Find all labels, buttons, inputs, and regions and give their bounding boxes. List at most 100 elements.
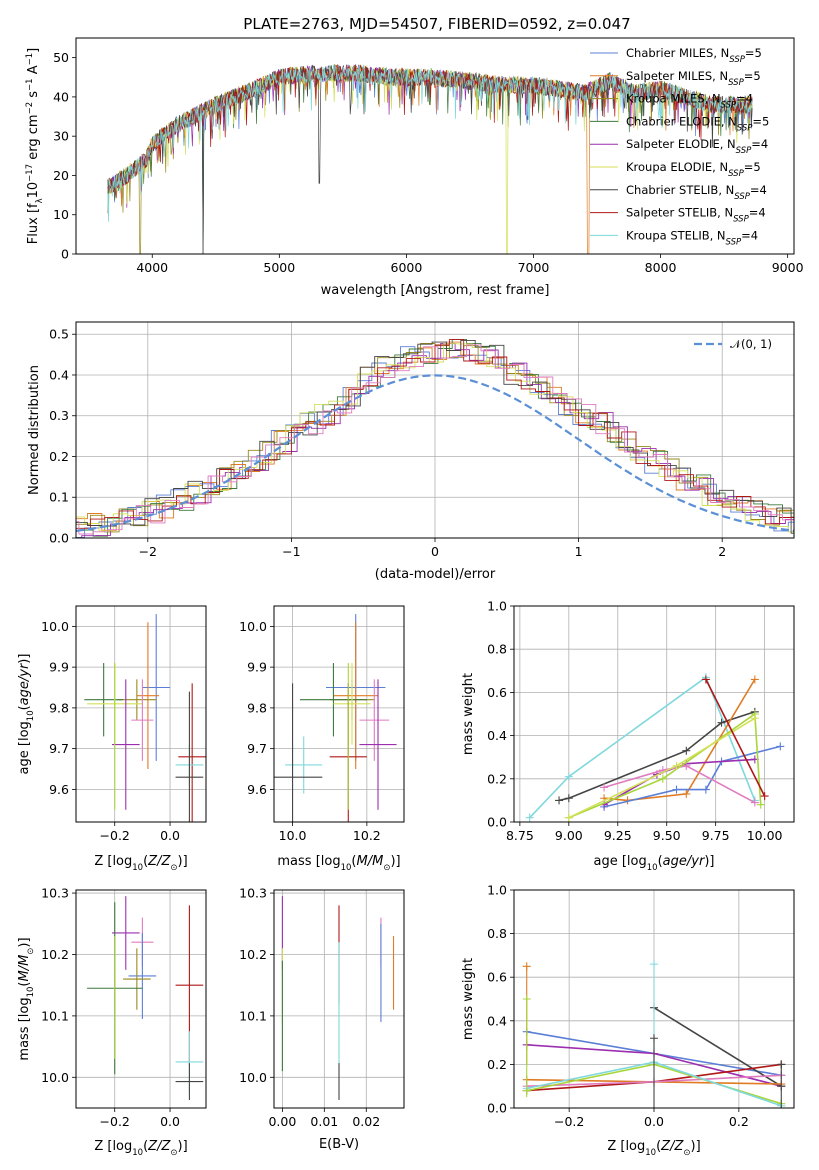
y-tick-label: 9.8 <box>49 700 69 715</box>
y-tick-label: 10.2 <box>239 947 267 962</box>
x-tick-label: 0.0 <box>160 828 180 843</box>
x-axis-label: age [log10(age/yr)] <box>594 854 715 873</box>
residual-panel: −2 −1 0 1 2 0.0 0.1 0.2 0.3 0.4 0.5 𝒩(0, 1) (data-mo… <box>27 321 795 582</box>
plus-marker <box>555 796 564 805</box>
x-tick-label: −1 <box>282 544 300 559</box>
weight-line <box>529 676 756 819</box>
axes-frame <box>75 321 795 539</box>
y-tick-label: 0.0 <box>487 1101 507 1116</box>
mass-z-panel: −0.2 0.0 10.0 10.1 10.2 10.3 Z [log10(Z/Z⊙)] ma… <box>17 886 207 1158</box>
plot-area <box>274 614 397 822</box>
x-tick-label: 0.01 <box>310 1114 338 1129</box>
x-tick-label: 8.75 <box>506 828 534 843</box>
plus-marker <box>750 675 759 684</box>
legend-label: Chabrier STELIB, NSSP=4 <box>626 183 767 202</box>
histogram-step <box>76 343 794 533</box>
y-tick-label: 0.8 <box>487 642 507 657</box>
plus-marker <box>717 718 726 727</box>
legend-label: Kroupa STELIB, NSSP=4 <box>626 228 758 247</box>
y-tick-label: 10.1 <box>239 1008 267 1023</box>
y-tick-label: 0.4 <box>487 728 507 743</box>
y-tick-label: 10.1 <box>41 1008 69 1023</box>
weight-line <box>705 679 766 797</box>
y-tick-label: 9.7 <box>49 741 69 756</box>
x-tick-label: 0.2 <box>729 1114 749 1129</box>
x-tick-label: 6000 <box>391 260 423 275</box>
y-tick-label: 1.0 <box>487 599 507 614</box>
x-tick-label: 8000 <box>645 260 677 275</box>
x-axis-label: Z [log10(Z/Z⊙)] <box>94 854 187 873</box>
y-tick-label: 0.2 <box>487 771 507 786</box>
y-tick-label: 0.6 <box>487 970 507 985</box>
plus-marker <box>564 813 573 822</box>
weight-line <box>603 764 756 804</box>
legend-label: Kroupa ELODIE, NSSP=5 <box>626 160 761 179</box>
x-axis-label: (data-model)/error <box>375 567 496 582</box>
y-tick-label: 0.2 <box>49 449 69 464</box>
error-bar-point <box>333 663 371 745</box>
histogram-step <box>76 339 794 538</box>
plus-marker <box>701 785 710 794</box>
y-axis-label: mass weight <box>461 673 476 755</box>
legend-label: Chabrier MILES, NSSP=5 <box>626 46 762 65</box>
axes-frame <box>513 605 795 823</box>
legend: Chabrier MILES, NSSP=5 Salpeter MILES, NS… <box>590 46 769 247</box>
x-tick-label: −0.2 <box>100 828 130 843</box>
x-tick-label: 0.0 <box>644 1114 664 1129</box>
y-tick-label: 9.9 <box>49 660 69 675</box>
error-bar-point <box>117 679 157 721</box>
plus-marker <box>776 742 785 751</box>
plus-marker <box>750 798 759 807</box>
plot-area <box>84 614 206 822</box>
axes-frame <box>75 605 207 823</box>
error-bar-point <box>175 1063 204 1101</box>
spectrum-panel: 4000 5000 6000 7000 8000 9000 0 10 20 30 40 50 Chabr… <box>25 37 804 298</box>
legend-label: Chabrier ELODIE, NSSP=5 <box>626 114 769 133</box>
error-bar-point <box>136 622 159 770</box>
y-tick-label: 0.4 <box>49 367 69 382</box>
error-bar-point <box>300 663 367 737</box>
histogram-step <box>76 342 794 538</box>
y-tick-label: 30 <box>53 129 69 144</box>
y-axis-label: mass weight <box>461 958 476 1040</box>
y-tick-label: 10.0 <box>239 1070 267 1085</box>
y-tick-label: 10.0 <box>41 1070 69 1085</box>
plus-marker <box>564 772 573 781</box>
legend-label: Kroupa MILES, NSSP=4 <box>626 92 753 111</box>
weight-age-panel: 8.75 9.00 9.25 9.50 9.75 10.00 0.0 0.2 0.4 0.6 0.8… <box>461 599 795 873</box>
error-bar-point <box>175 691 204 822</box>
legend-label: Salpeter ELODIE, NSSP=4 <box>626 137 768 156</box>
y-tick-label: 9.8 <box>247 700 267 715</box>
error-bar-point <box>111 679 140 810</box>
y-tick-label: 9.9 <box>247 660 267 675</box>
x-tick-label: 2 <box>718 544 726 559</box>
normal-curve <box>76 374 794 532</box>
y-tick-label: 10.0 <box>41 619 69 634</box>
y-tick-label: 0.5 <box>49 327 69 342</box>
plus-marker <box>658 774 667 783</box>
x-tick-label: 1 <box>575 544 583 559</box>
y-axis-label: Flux [fλ10−17 erg cm−2 s−1 A−1] <box>25 48 45 244</box>
error-bar-point <box>111 896 140 970</box>
axes-frame <box>75 37 795 255</box>
histogram-step <box>76 339 794 534</box>
plus-marker <box>756 800 765 809</box>
weight-line <box>604 678 756 802</box>
plus-marker <box>701 675 710 684</box>
x-tick-label: 10.00 <box>747 828 783 843</box>
x-tick-label: 5000 <box>263 260 295 275</box>
plus-marker <box>750 714 759 723</box>
spectrum-line <box>107 63 753 199</box>
legend-label: Salpeter STELIB, NSSP=4 <box>626 206 766 225</box>
y-axis-label: Normed distribution <box>27 365 42 495</box>
y-tick-label: 0.0 <box>487 815 507 830</box>
x-tick-label: 0.00 <box>268 1114 296 1129</box>
plus-marker <box>682 789 691 798</box>
error-bar-point <box>359 679 390 761</box>
plot-area <box>87 896 204 1101</box>
y-tick-label: 0.6 <box>487 685 507 700</box>
x-tick-label: −2 <box>139 544 157 559</box>
x-tick-label: 9.25 <box>604 828 632 843</box>
plot-area <box>107 63 753 254</box>
mass-ebv-panel: 0.00 0.01 0.02 10.0 10.1 10.2 10.3 E(B-V) <box>239 886 405 1152</box>
